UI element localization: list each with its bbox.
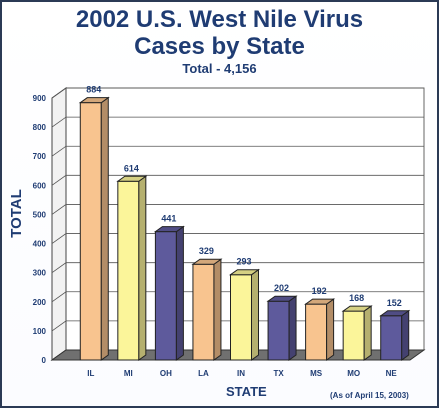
value-label-NE: 152 [387, 298, 402, 308]
y-tick-label: 500 [33, 210, 47, 219]
x-tick-label-TX: TX [273, 369, 284, 378]
bar-side-LA [213, 258, 222, 361]
gridline [51, 145, 424, 157]
chart-title-line2: Cases by State [134, 33, 305, 60]
gridline [51, 116, 424, 128]
y-tick-label: 200 [33, 298, 47, 307]
value-label-MO: 168 [349, 293, 364, 303]
bar-front-TX [267, 300, 290, 361]
bar-side-IN [251, 268, 259, 361]
bar-front-NE [380, 315, 403, 361]
bar-side-TX [288, 295, 297, 361]
bar-front-IL [79, 102, 102, 361]
bar-front-LA [192, 263, 215, 361]
date-note: (As of April 15, 2003) [330, 391, 409, 400]
bar-side-MS [326, 298, 335, 361]
x-tick-label-NE: NE [386, 369, 398, 378]
bar-top-OH [153, 226, 185, 233]
bar-top-IN [228, 269, 261, 276]
y-tick-label: 400 [33, 240, 47, 249]
bar-front-MI [117, 180, 140, 361]
y-tick-label: 700 [33, 152, 47, 161]
x-tick-label-IN: IN [237, 369, 245, 378]
bar-front-IN [230, 274, 252, 361]
y-axis-label: TOTAL [7, 189, 25, 238]
gridline [51, 204, 424, 215]
gridline [51, 87, 424, 99]
bar-top-NE [379, 310, 411, 317]
y-tick-label: 300 [33, 269, 47, 278]
bar-front-MO [342, 310, 365, 361]
y-tick-label: 600 [33, 181, 47, 190]
value-label-LA: 329 [199, 246, 214, 256]
gridline [51, 320, 424, 332]
x-tick-label-OH: OH [160, 369, 172, 378]
bar-front-MS [305, 303, 328, 361]
value-label-TX: 202 [274, 283, 289, 293]
value-label-OH: 441 [161, 214, 176, 224]
bar-top-MS [304, 298, 336, 305]
bar-top-MI [116, 175, 148, 182]
bar-top-IL [78, 97, 110, 104]
value-label-MS: 192 [312, 286, 327, 296]
bar-side-MI [138, 175, 147, 361]
bar-side-OH [175, 225, 184, 361]
bar-side-MO [363, 305, 372, 361]
x-tick-label-MO: MO [347, 369, 360, 378]
bar-side-NE [401, 309, 410, 361]
plot-left-wall [51, 87, 67, 361]
chart-title-line1: 2002 U.S. West Nile Virus [75, 6, 364, 33]
gridline [51, 291, 424, 303]
y-tick-label: 800 [33, 123, 47, 132]
x-tick-label-LA: LA [198, 369, 209, 378]
bar-front-OH [154, 231, 177, 361]
x-tick-label-MS: MS [310, 369, 323, 378]
bar-top-MO [341, 305, 373, 312]
gridline [51, 262, 424, 273]
bar-side-IL [100, 96, 109, 361]
gridline [51, 174, 424, 186]
chart-subtitle: Total - 4,156 [182, 61, 257, 76]
value-label-IL: 884 [86, 85, 101, 95]
y-tick-label: 0 [42, 356, 47, 365]
value-label-IN: 293 [236, 257, 251, 267]
bar-top-TX [266, 295, 298, 302]
y-tick-label: 100 [33, 327, 47, 336]
y-tick-label: 900 [33, 94, 47, 103]
gridline [51, 233, 424, 244]
value-label-MI: 614 [124, 163, 139, 173]
x-tick-label-IL: IL [87, 369, 94, 378]
x-axis-label: STATE [226, 384, 267, 399]
x-tick-label-MI: MI [124, 369, 133, 378]
bar-top-LA [191, 258, 223, 265]
